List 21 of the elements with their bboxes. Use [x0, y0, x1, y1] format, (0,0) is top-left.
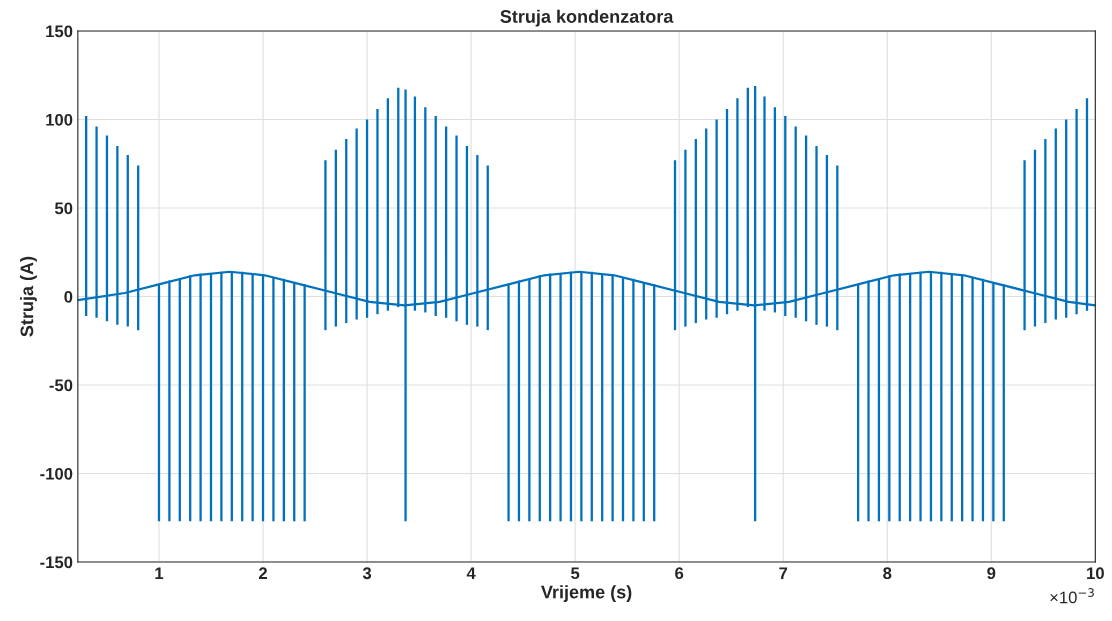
- x-tick-label: 3: [362, 567, 372, 580]
- x-tick-label: 5: [571, 567, 580, 580]
- x-tick-label: 1: [155, 567, 164, 579]
- x-axis-title: Vrijeme (s): [541, 585, 632, 603]
- chart-title: Struja kondenzatora: [500, 9, 674, 27]
- x-tick-label: 4: [466, 567, 476, 579]
- x-tick-label: 10: [1087, 567, 1104, 580]
- y-tick-label: -150: [40, 556, 73, 569]
- text: ×10$^{−3}$: [1050, 588, 1094, 604]
- x-tick-label: 2: [258, 567, 267, 579]
- x-tick-label: 8: [883, 567, 892, 580]
- y-tick-label: -50: [49, 379, 73, 392]
- y-tick-label: 100: [46, 113, 73, 126]
- y-tick-label: 0: [64, 290, 73, 303]
- x-tick-label: 9: [987, 567, 996, 580]
- y-axis-title: Struja (A): [20, 256, 37, 337]
- x-tick-label: 6: [675, 567, 684, 580]
- x-tick-label: 7: [779, 567, 788, 579]
- y-tick-label: 150: [46, 25, 73, 38]
- y-tick-label: 50: [54, 202, 73, 215]
- y-tick-label: -100: [40, 467, 73, 480]
